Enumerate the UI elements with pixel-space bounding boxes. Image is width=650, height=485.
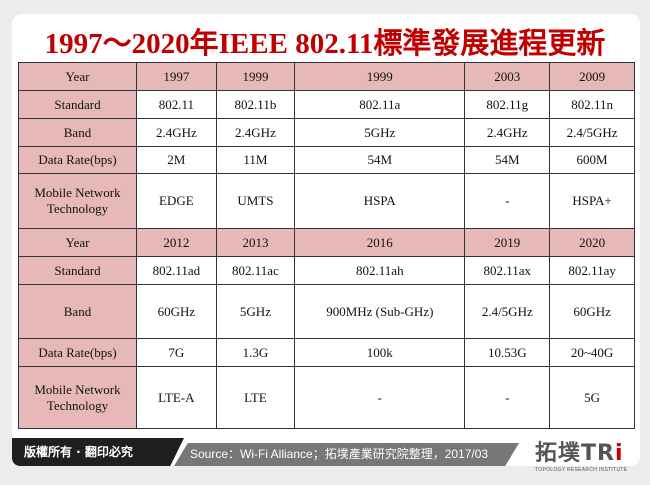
table-cell: 2016 <box>294 228 466 257</box>
table-row: Year 2012 2013 2016 2019 2020 <box>18 228 635 257</box>
table-cell: 2020 <box>549 228 635 257</box>
table-cell: 20~40G <box>549 338 635 367</box>
table-cell: LTE-A <box>136 366 217 429</box>
table-cell: 600M <box>549 146 635 174</box>
table-row: Standard 802.11 802.11b 802.11a 802.11g 802.1… <box>18 90 635 119</box>
table-cell: 7G <box>136 338 217 367</box>
table-cell: 1999 <box>294 62 466 91</box>
table-row: Data Rate(bps) 2M 11M 54M 54M 600M <box>18 146 635 174</box>
footer: 版權所有 · 翻印必究 Source：Wi-Fi Alliance；拓墣產業研究… <box>12 438 519 466</box>
table-cell: 2013 <box>215 228 296 257</box>
row-label: Band <box>18 284 137 339</box>
row-label: Mobile Network Technology <box>18 366 137 429</box>
table-cell: - <box>464 173 551 229</box>
row-label: Year <box>18 228 137 257</box>
table-cell: 802.11 <box>136 90 217 119</box>
table-cell: 802.11n <box>549 90 635 119</box>
table-cell: 802.11ah <box>294 256 466 285</box>
table-cell: 2M <box>136 146 217 174</box>
table-cell: 1999 <box>215 62 296 91</box>
source-note: Source：Wi-Fi Alliance；拓墣產業研究院整理，2017/03 <box>174 443 519 466</box>
table-cell: 2019 <box>464 228 551 257</box>
table-cell: 2003 <box>464 62 551 91</box>
table-cell: 54M <box>464 146 551 174</box>
tri-logo: 拓墣TRi TOPOLOGY RESEARCH INSTITUTE <box>535 441 628 473</box>
table-cell: - <box>294 366 466 429</box>
table-cell: 11M <box>215 146 296 174</box>
table-row: Standard 802.11ad 802.11ac 802.11ah 802.11ax… <box>18 256 635 285</box>
table-row: Band 60GHz 5GHz 900MHz (Sub-GHz) 2.4/5GHz 60G… <box>18 284 635 339</box>
table-cell: HSPA+ <box>549 173 635 229</box>
table-cell: UMTS <box>215 173 296 229</box>
table-row: Mobile Network Technology LTE-A LTE - -5G <box>18 366 635 429</box>
copyright-notice: 版權所有 · 翻印必究 <box>12 438 184 466</box>
standards-table: Year 1997 1999 1999 2003 2009 Standard 802.11 80… <box>18 62 635 429</box>
table-cell: HSPA <box>294 173 466 229</box>
table-cell: 5G <box>549 366 635 429</box>
table-cell: LTE <box>215 366 296 429</box>
table-cell: 1997 <box>136 62 217 91</box>
table-cell: 100k <box>294 338 466 367</box>
table-cell: 5GHz <box>294 118 466 147</box>
table-cell: 2.4GHz <box>215 118 296 147</box>
table-cell: 2.4GHz <box>464 118 551 147</box>
table-cell: 802.11ad <box>136 256 217 285</box>
table-row: Data Rate(bps) 7G 1.3G 100k 10.53G 20~40G <box>18 338 635 367</box>
table-cell: 2009 <box>549 62 635 91</box>
table-cell: 900MHz (Sub-GHz) <box>294 284 466 339</box>
table-cell: 2.4/5GHz <box>464 284 551 339</box>
row-label: Data Rate(bps) <box>18 338 137 367</box>
table-cell: 2.4/5GHz <box>549 118 635 147</box>
table-cell: EDGE <box>136 173 217 229</box>
row-label: Band <box>18 118 137 147</box>
row-label: Standard <box>18 90 137 119</box>
row-label: Data Rate(bps) <box>18 146 137 174</box>
table-cell: 802.11ac <box>215 256 296 285</box>
table-cell: 802.11ax <box>464 256 551 285</box>
table-row: Band 2.4GHz 2.4GHz 5GHz 2.4GHz 2.4/5GHz <box>18 118 635 147</box>
table-cell: 802.11ay <box>549 256 635 285</box>
table-cell: 60GHz <box>136 284 217 339</box>
table-cell: 5GHz <box>215 284 296 339</box>
table-cell: 10.53G <box>464 338 551 367</box>
table-cell: 1.3G <box>215 338 296 367</box>
page-title: 1997～2020年IEEE 802.11標準發展進程更新 <box>44 28 606 60</box>
table-cell: 2012 <box>136 228 217 257</box>
table-cell: 54M <box>294 146 466 174</box>
table-cell: 60GHz <box>549 284 635 339</box>
table-cell: 2.4GHz <box>136 118 217 147</box>
table-cell: 802.11a <box>294 90 466 119</box>
table-row: Year 1997 1999 1999 2003 2009 <box>18 62 635 91</box>
table-row: Mobile Network Technology EDGE UMTS HSPA - HS… <box>18 173 635 229</box>
table-cell: 802.11g <box>464 90 551 119</box>
table-cell: - <box>464 366 551 429</box>
table-cell: 802.11b <box>215 90 296 119</box>
row-label: Year <box>18 62 137 91</box>
row-label: Standard <box>18 256 137 285</box>
row-label: Mobile Network Technology <box>18 173 137 229</box>
